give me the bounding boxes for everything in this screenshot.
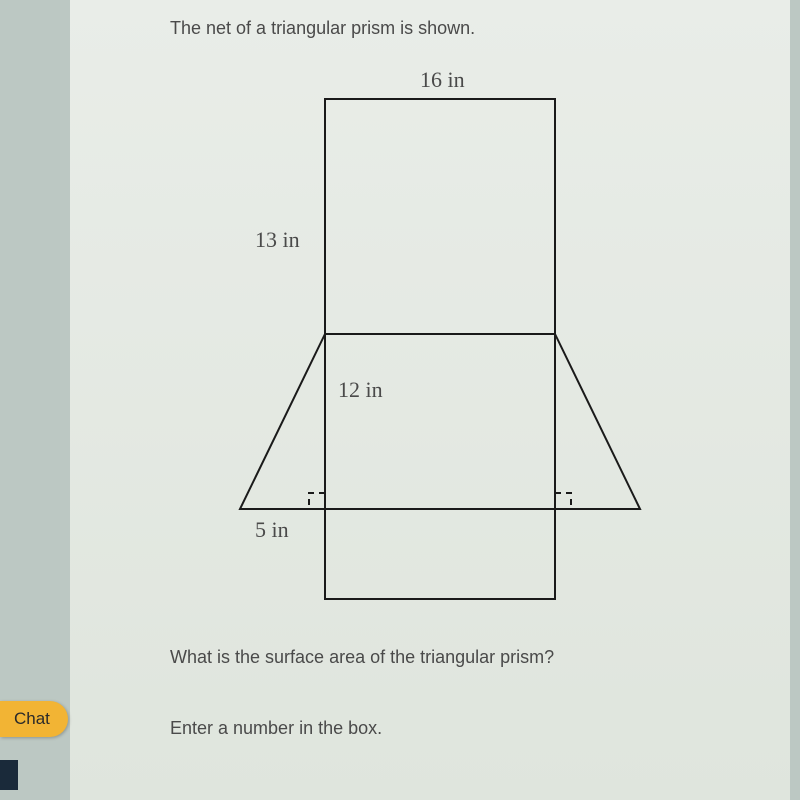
enter-instruction: Enter a number in the box. bbox=[170, 718, 790, 739]
dim-label-5in: 5 in bbox=[255, 517, 289, 543]
chat-button[interactable]: Chat bbox=[0, 701, 68, 737]
prism-net-figure: 16 in 13 in 12 in 5 in bbox=[100, 59, 760, 619]
dim-label-16in: 16 in bbox=[420, 67, 465, 93]
prism-net-svg bbox=[100, 59, 760, 619]
dark-ui-strip bbox=[0, 760, 18, 790]
chat-label: Chat bbox=[14, 709, 50, 728]
content-panel: The net of a triangular prism is shown. … bbox=[70, 0, 790, 800]
dim-label-13in: 13 in bbox=[255, 227, 300, 253]
question-text: What is the surface area of the triangul… bbox=[170, 647, 790, 668]
dim-label-12in: 12 in bbox=[338, 377, 383, 403]
intro-text: The net of a triangular prism is shown. bbox=[170, 18, 790, 39]
